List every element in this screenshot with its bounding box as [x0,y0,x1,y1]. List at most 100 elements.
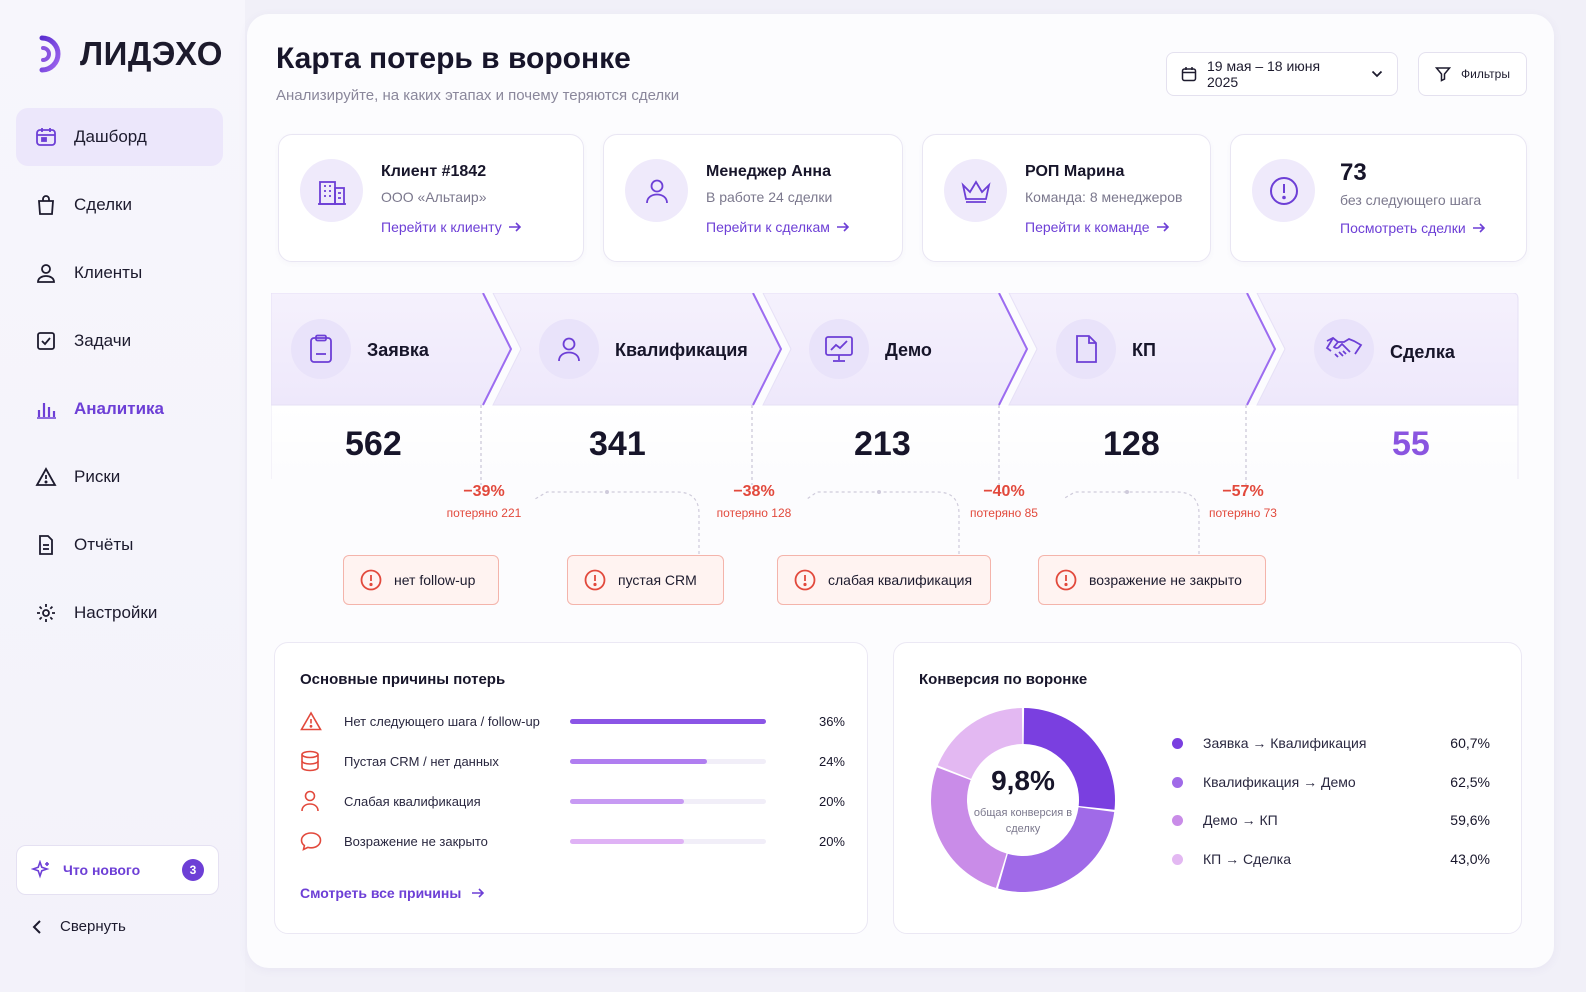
arrow-right-icon [471,888,485,898]
legend-value: 43,0% [1450,851,1490,867]
stage-label-deal: Сделка [1390,342,1455,362]
sparkle-icon [31,860,51,880]
sidebar-item-reports[interactable]: Отчёты [16,516,223,574]
go-to-deals-link[interactable]: Перейти к сделкам [706,219,850,235]
sidebar: ЛИДЭХО Дашборд Сделки Клиенты Задачи [0,0,245,992]
legend-label: Демо → КП [1203,812,1278,828]
person-icon [539,319,599,379]
stage-count-deal: 55 [1392,425,1430,463]
loss-note-2: потеряно 128 [716,506,792,520]
stage-label-proposal: КП [1132,340,1156,360]
reason-row: Возражение не закрыто 20% [300,829,845,853]
alert-circle-icon [584,569,606,591]
manager-card: Менеджер Анна В работе 24 сделки Перейти… [603,134,903,262]
risk-chip-no-follow-up[interactable]: нет follow-up [343,555,499,605]
brand-name: ЛИДЭХО [80,35,223,72]
alert-circle-icon [1055,569,1077,591]
filters-button[interactable]: Фильтры [1418,52,1527,96]
sidebar-item-settings[interactable]: Настройки [16,584,223,642]
risk-label: возражение не закрыто [1089,572,1242,588]
sidebar-item-label: Риски [74,467,121,486]
risk-label: нет follow-up [394,572,476,588]
sidebar-item-label: Аналитика [74,399,164,418]
building-icon [300,159,363,222]
link-label: Посмотреть сделки [1340,220,1466,236]
total-conversion-value: 9,8% [991,765,1055,796]
alert-circle-icon [1252,159,1315,222]
document-icon [34,533,58,557]
sidebar-item-dashboard[interactable]: Дашборд [16,108,223,166]
whats-new-button[interactable]: Что нового 3 [16,845,219,895]
view-deals-link[interactable]: Посмотреть сделки [1340,220,1486,236]
main-panel: Карта потерь в воронке Анализируйте, на … [247,14,1554,968]
collapse-label: Свернуть [60,918,126,935]
reason-bar [570,758,766,764]
reason-bar [570,798,766,804]
legend-dot [1172,853,1183,865]
card-subtitle: В работе 24 сделки [706,189,833,205]
no-next-step-count: 73 [1340,159,1367,186]
card-title: Менеджер Анна [706,163,831,180]
gear-icon [34,601,58,625]
risk-chip-objection-not-closed[interactable]: возражение не закрыто [1038,555,1266,605]
link-label: Перейти к клиенту [381,219,502,235]
reason-bar-fill [570,798,684,804]
risk-chip-empty-crm[interactable]: пустая CRM [567,555,724,605]
link-label: Перейти к команде [1025,219,1150,235]
link-label: Перейти к сделкам [706,219,830,235]
clipboard-icon [291,319,351,379]
sidebar-item-risks[interactable]: Риски [16,448,223,506]
sidebar-item-clients[interactable]: Клиенты [16,244,223,302]
collapse-sidebar-button[interactable]: Свернуть [32,918,126,935]
person-icon [300,790,326,812]
bar-chart-icon [34,397,58,421]
database-icon [300,750,326,772]
brand-logo[interactable]: ЛИДЭХО [34,34,223,74]
bag-icon [34,193,58,217]
card-subtitle: без следующего шага [1340,192,1482,208]
reason-bar [570,838,766,844]
risk-label: пустая CRM [618,572,697,588]
whats-new-badge: 3 [182,859,204,881]
loss-pct-2: −38% [733,483,775,500]
sidebar-item-label: Сделки [74,195,132,214]
legend-label: Квалификация → Демо [1203,774,1356,790]
loss-pct-1: −39% [463,483,505,500]
go-to-team-link[interactable]: Перейти к команде [1025,219,1170,235]
sidebar-item-analytics[interactable]: Аналитика [16,380,223,438]
page-subtitle: Анализируйте, на каких этапах и почему т… [276,87,680,104]
legend-dot [1172,814,1183,826]
page-title: Карта потерь в воронке [276,42,631,75]
no-next-step-card: 73 без следующего шага Посмотреть сделки [1230,134,1527,262]
funnel: Заявка Квалификация Демо КП Сделка 562 3… [271,293,1521,493]
reason-label: Слабая квалификация [344,793,481,809]
legend-value: 62,5% [1450,774,1490,790]
chat-bubble-icon [300,831,326,851]
checkbox-icon [34,329,58,353]
reason-bar-fill [570,718,766,724]
stage-count-request: 562 [345,425,402,463]
legend-label: Заявка → Квалификация [1203,735,1367,751]
sidebar-item-tasks[interactable]: Задачи [16,312,223,370]
sidebar-item-label: Задачи [74,331,132,350]
loss-note-1: потеряно 221 [446,506,522,520]
sidebar-item-deals[interactable]: Сделки [16,176,223,234]
stage-count-proposal: 128 [1103,425,1160,463]
stage-label-qualification: Квалификация [615,340,748,360]
view-all-reasons-link[interactable]: Смотреть все причины [300,885,485,901]
donut-hole [968,745,1078,855]
reason-row: Нет следующего шага / follow-up 36% [300,709,845,733]
donut-center: 9,8% общая конверсия в сделку [930,707,1116,893]
funnel-conversion-card: Конверсия по воронке 9,8% общая конверси… [893,642,1522,934]
date-range-picker[interactable]: 19 мая – 18 июня 2025 [1166,52,1398,96]
dashboard-icon [34,125,58,149]
go-to-client-link[interactable]: Перейти к клиенту [381,219,522,235]
link-label: Смотреть все причины [300,885,462,901]
alert-circle-icon [360,569,382,591]
risk-chip-weak-qualification[interactable]: слабая квалификация [777,555,991,605]
handshake-icon [1314,319,1374,379]
filter-icon [1435,66,1452,82]
chevron-left-icon [32,919,42,935]
legend-row: Демо → КП 59,6% [1172,810,1490,830]
donut-slice [1023,708,1115,810]
